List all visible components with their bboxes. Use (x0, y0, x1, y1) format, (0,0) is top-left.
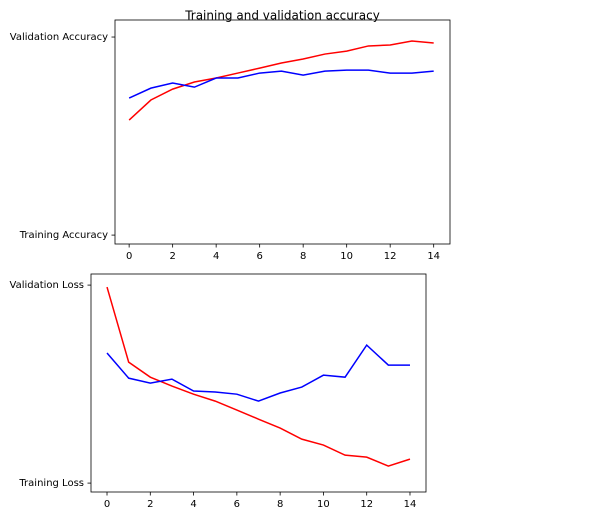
y-tick-label: Training Accuracy (19, 230, 108, 241)
x-tick-label: 8 (300, 251, 306, 262)
x-tick-label: 6 (234, 499, 240, 510)
x-tick-label: 12 (384, 251, 397, 262)
series-line (106, 343, 410, 402)
x-tick-label: 0 (104, 499, 110, 510)
y-tick-label: Validation Loss (10, 280, 85, 291)
plot-area (114, 19, 451, 245)
x-tick-label: 14 (427, 251, 440, 262)
x-tick-label: 6 (256, 251, 262, 262)
plot-area (90, 273, 427, 493)
x-tick-label: 2 (147, 499, 153, 510)
series-line (106, 286, 411, 467)
x-tick-label: 10 (317, 499, 330, 510)
x-tick-label: 4 (190, 499, 196, 510)
chart-title: Training and validation accuracy (184, 9, 380, 23)
x-tick-label: 2 (169, 251, 175, 262)
x-tick-label: 14 (404, 499, 417, 510)
x-tick-label: 8 (277, 499, 283, 510)
y-tick-label: Validation Accuracy (10, 32, 108, 43)
y-tick-label: Training Loss (18, 478, 84, 489)
x-tick-label: 4 (213, 251, 219, 262)
x-tick-label: 10 (340, 251, 353, 262)
series-line (128, 40, 434, 121)
x-tick-label: 12 (360, 499, 373, 510)
x-tick-label: 0 (126, 251, 132, 262)
series-line (128, 69, 434, 99)
